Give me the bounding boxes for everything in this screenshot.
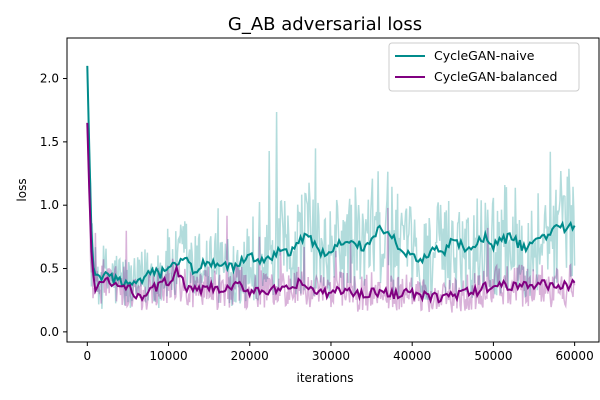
legend-label-balanced: CycleGAN-balanced	[434, 69, 557, 84]
raw-line-balanced	[86, 122, 576, 313]
smoothed-series-layer	[86, 65, 576, 304]
x-axis-ticks: 0 10000 20000 30000 40000 50000 60000	[83, 342, 594, 363]
legend: CycleGAN-naive CycleGAN-balanced	[388, 42, 580, 92]
chart-title: G_AB adversarial loss	[228, 14, 422, 35]
x-tick-label: 20000	[231, 349, 269, 363]
x-tick-label: 10000	[149, 349, 187, 363]
x-tick-label: 50000	[474, 349, 512, 363]
y-tick-label: 2.0	[40, 72, 59, 86]
x-tick-label: 30000	[312, 349, 350, 363]
plot-area-frame	[66, 37, 600, 343]
raw-series-layer	[86, 65, 576, 313]
y-axis-ticks: 0.0 0.5 1.0 1.5 2.0	[40, 72, 67, 339]
y-tick-label: 0.5	[40, 262, 59, 276]
smoothed-line-naive	[86, 65, 576, 287]
raw-line-naive	[86, 65, 576, 309]
x-tick-label: 0	[83, 349, 91, 363]
x-axis-label: iterations	[297, 371, 354, 385]
x-tick-label: 60000	[556, 349, 594, 363]
y-tick-label: 1.0	[40, 198, 59, 212]
y-tick-label: 0.0	[40, 325, 59, 339]
smoothed-line-balanced	[86, 122, 576, 304]
x-tick-label: 40000	[393, 349, 431, 363]
y-axis-label: loss	[15, 178, 29, 201]
y-tick-label: 1.5	[40, 135, 59, 149]
legend-label-naive: CycleGAN-naive	[434, 48, 535, 63]
legend-frame	[388, 42, 580, 92]
